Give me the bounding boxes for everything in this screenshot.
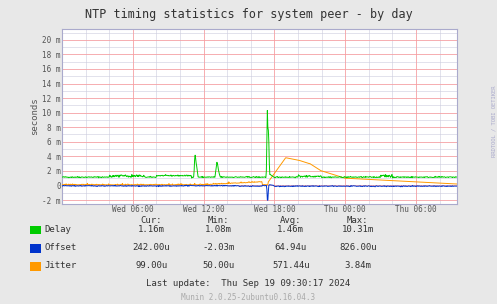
Text: Munin 2.0.25-2ubuntu0.16.04.3: Munin 2.0.25-2ubuntu0.16.04.3 <box>181 293 316 302</box>
Text: Delay: Delay <box>45 225 72 234</box>
Text: 3.84m: 3.84m <box>344 261 371 271</box>
Text: 50.00u: 50.00u <box>203 261 235 271</box>
Text: RRDTOOL / TOBI OETIKER: RRDTOOL / TOBI OETIKER <box>491 86 496 157</box>
Text: Cur:: Cur: <box>141 216 163 225</box>
Text: -2.03m: -2.03m <box>203 243 235 252</box>
Text: 826.00u: 826.00u <box>339 243 377 252</box>
Text: 10.31m: 10.31m <box>342 225 374 234</box>
Text: 1.16m: 1.16m <box>138 225 165 234</box>
Text: 571.44u: 571.44u <box>272 261 310 271</box>
Text: Last update:  Thu Sep 19 09:30:17 2024: Last update: Thu Sep 19 09:30:17 2024 <box>147 279 350 288</box>
Text: 99.00u: 99.00u <box>136 261 167 271</box>
Text: Max:: Max: <box>347 216 369 225</box>
Text: Jitter: Jitter <box>45 261 77 271</box>
Y-axis label: seconds: seconds <box>30 98 39 135</box>
Text: 1.08m: 1.08m <box>205 225 232 234</box>
Text: NTP timing statistics for system peer - by day: NTP timing statistics for system peer - … <box>84 8 413 21</box>
Text: Avg:: Avg: <box>280 216 302 225</box>
Text: Min:: Min: <box>208 216 230 225</box>
Text: Offset: Offset <box>45 243 77 252</box>
Text: 242.00u: 242.00u <box>133 243 170 252</box>
Text: 1.46m: 1.46m <box>277 225 304 234</box>
Text: 64.94u: 64.94u <box>275 243 307 252</box>
